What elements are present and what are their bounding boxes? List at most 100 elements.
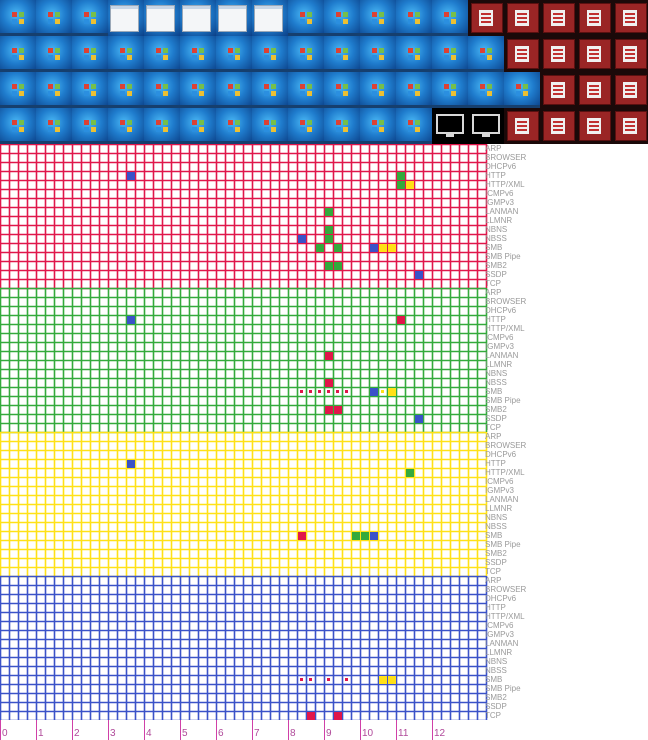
screenshot-thumbnail[interactable]	[360, 0, 396, 36]
windows-logo-icon	[336, 12, 348, 24]
screenshot-thumbnail[interactable]	[288, 108, 324, 144]
screenshot-thumbnail[interactable]	[36, 0, 72, 36]
screenshot-thumbnail[interactable]	[612, 0, 648, 36]
windows-logo-icon	[408, 48, 420, 60]
screenshot-thumbnail[interactable]	[504, 72, 540, 108]
screenshot-thumbnail[interactable]	[216, 72, 252, 108]
windows-logo-icon	[408, 12, 420, 24]
screenshot-thumbnail[interactable]	[144, 36, 180, 72]
screenshot-thumbnail[interactable]	[432, 0, 468, 36]
screenshot-thumbnail[interactable]	[0, 36, 36, 72]
screenshot-thumbnail[interactable]	[612, 72, 648, 108]
taskbar	[288, 141, 324, 144]
screenshot-thumbnail[interactable]	[0, 72, 36, 108]
app-window-icon	[579, 3, 611, 33]
screenshot-thumbnail[interactable]	[36, 72, 72, 108]
screenshot-thumbnail[interactable]	[396, 72, 432, 108]
screenshot-thumbnail[interactable]	[72, 108, 108, 144]
screenshot-thumbnail[interactable]	[216, 36, 252, 72]
screenshot-thumbnail[interactable]	[576, 108, 612, 144]
protocol-label: SMB	[485, 531, 503, 540]
screenshot-thumbnail[interactable]	[576, 72, 612, 108]
screenshot-thumbnail[interactable]	[540, 72, 576, 108]
screenshot-thumbnail[interactable]	[540, 0, 576, 36]
screenshot-thumbnail[interactable]	[468, 108, 504, 144]
screenshot-thumbnail[interactable]	[252, 0, 288, 36]
screenshot-thumbnail[interactable]	[396, 0, 432, 36]
protocol-label: LLMNR	[485, 648, 513, 657]
protocol-label: ARP	[485, 144, 502, 153]
screenshot-thumbnail[interactable]	[468, 0, 504, 36]
axis-tick	[0, 720, 1, 740]
protocol-label: HTTP/XML	[485, 324, 525, 333]
screenshot-thumbnail[interactable]	[612, 36, 648, 72]
screenshot-thumbnail[interactable]	[216, 0, 252, 36]
taskbar	[36, 69, 72, 72]
event-cell	[388, 388, 396, 396]
time-axis: 0 1 2 3 4 5 6 7 8 9 10 11 12	[0, 720, 648, 740]
screenshot-thumbnail[interactable]	[288, 0, 324, 36]
screenshot-thumbnail[interactable]	[540, 36, 576, 72]
screenshot-thumbnail[interactable]	[108, 108, 144, 144]
protocol-label: NBNS	[485, 225, 508, 234]
screenshot-thumbnail[interactable]	[324, 0, 360, 36]
windows-logo-icon	[192, 120, 204, 132]
screenshot-thumbnail[interactable]	[0, 108, 36, 144]
taskbar	[252, 141, 288, 144]
screenshot-thumbnail[interactable]	[72, 72, 108, 108]
screenshot-thumbnail[interactable]	[144, 108, 180, 144]
screenshot-thumbnail[interactable]	[504, 0, 540, 36]
screenshot-thumbnail[interactable]	[108, 36, 144, 72]
screenshot-thumbnail[interactable]	[36, 108, 72, 144]
screenshot-thumbnail[interactable]	[360, 36, 396, 72]
screenshot-thumbnail[interactable]	[144, 72, 180, 108]
screenshot-thumbnail[interactable]	[36, 36, 72, 72]
screenshot-thumbnail[interactable]	[432, 36, 468, 72]
screenshot-thumbnail[interactable]	[180, 0, 216, 36]
screenshot-thumbnail[interactable]	[108, 0, 144, 36]
dialog-window-icon	[254, 5, 283, 32]
screenshot-thumbnail[interactable]	[360, 72, 396, 108]
screenshot-thumbnail[interactable]	[360, 108, 396, 144]
screenshot-thumbnail[interactable]	[216, 108, 252, 144]
screenshot-thumbnail[interactable]	[252, 108, 288, 144]
screenshot-thumbnail[interactable]	[324, 108, 360, 144]
screenshot-thumbnail[interactable]	[432, 72, 468, 108]
screenshot-thumbnail[interactable]	[396, 108, 432, 144]
screenshot-thumbnail[interactable]	[252, 36, 288, 72]
screenshot-thumbnail[interactable]	[0, 0, 36, 36]
windows-logo-icon	[408, 84, 420, 96]
screenshot-thumbnail[interactable]	[108, 72, 144, 108]
screenshot-thumbnail[interactable]	[144, 0, 180, 36]
screenshot-thumbnail[interactable]	[504, 36, 540, 72]
event-cell	[334, 244, 342, 252]
event-cell	[379, 244, 387, 252]
protocol-label: SMB2	[485, 405, 507, 414]
grid-lines	[0, 144, 488, 290]
screenshot-thumbnail[interactable]	[324, 72, 360, 108]
screenshot-thumbnail[interactable]	[576, 0, 612, 36]
protocol-label: SSDP	[485, 270, 507, 279]
screenshot-thumbnail[interactable]	[180, 36, 216, 72]
screenshot-thumbnail[interactable]	[72, 0, 108, 36]
screenshot-thumbnail[interactable]	[468, 72, 504, 108]
screenshot-thumbnail[interactable]	[432, 108, 468, 144]
screenshot-thumbnail[interactable]	[576, 36, 612, 72]
screenshot-thumbnail[interactable]	[180, 72, 216, 108]
screenshot-thumbnail[interactable]	[396, 36, 432, 72]
app-window-icon	[615, 3, 647, 33]
screenshot-thumbnail[interactable]	[468, 36, 504, 72]
screenshot-thumbnail[interactable]	[612, 108, 648, 144]
screenshot-thumbnail[interactable]	[180, 108, 216, 144]
screenshot-thumbnail[interactable]	[540, 108, 576, 144]
screenshot-thumbnail[interactable]	[288, 36, 324, 72]
screenshot-thumbnail[interactable]	[72, 36, 108, 72]
protocol-label: TCP	[485, 423, 501, 432]
screenshot-thumbnail[interactable]	[324, 36, 360, 72]
screenshot-thumbnail[interactable]	[252, 72, 288, 108]
axis-tick-label: 7	[254, 728, 260, 739]
protocol-label: ICMPv6	[485, 189, 514, 198]
screenshot-thumbnail[interactable]	[288, 72, 324, 108]
screenshot-thumbnail[interactable]	[504, 108, 540, 144]
section-yellow-gridlines	[0, 431, 488, 578]
